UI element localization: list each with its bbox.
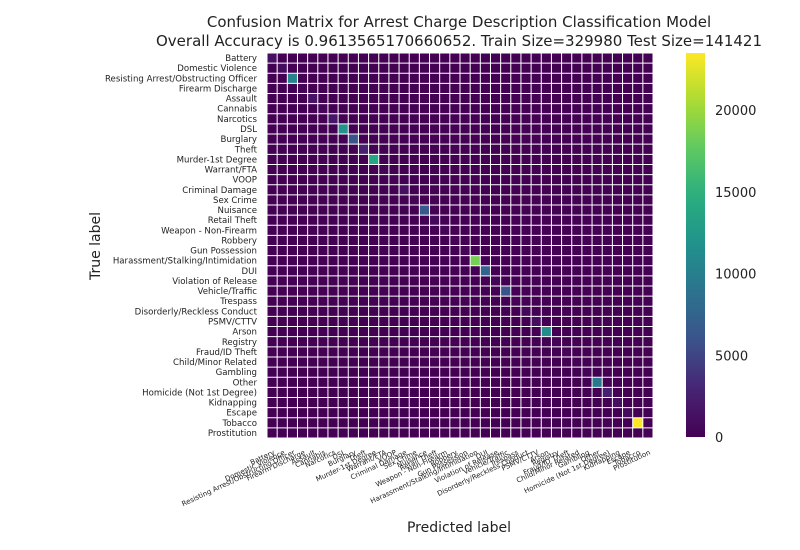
heatmap-cell <box>632 417 643 428</box>
y-tick-label: Firearm Discharge <box>179 84 257 94</box>
heatmap-cell <box>561 346 572 357</box>
y-tick-label: Trespass <box>219 297 257 307</box>
y-tick-label: Battery <box>225 54 257 64</box>
x-axis-label: Predicted label <box>407 520 511 536</box>
colorbar-tick-label: 15000 <box>715 186 756 201</box>
heatmap-cell <box>419 204 430 216</box>
heatmap-cell <box>510 296 521 307</box>
y-tick-label: Narcotics <box>217 115 258 125</box>
y-tick-label: PSMV/CTTV <box>208 317 257 327</box>
heatmap-cell <box>317 103 328 114</box>
heatmap-cell <box>338 123 349 135</box>
y-tick-label: Other <box>233 378 258 388</box>
heatmap-cell <box>592 377 603 388</box>
y-tick-label: Gun Possession <box>190 247 257 257</box>
y-tick-label: Theft <box>234 145 258 155</box>
y-tick-label: Homicide (Not 1st Degree) <box>142 388 257 398</box>
chart-subtitle: Overall Accuracy is 0.9613565170660652. … <box>156 32 762 50</box>
heatmap-cell <box>541 326 552 337</box>
y-tick-label: DUI <box>242 267 257 277</box>
heatmap-cell <box>277 63 288 74</box>
y-tick-label: Burglary <box>221 135 257 145</box>
heatmap-cell <box>307 93 318 104</box>
y-tick-label: Prostitution <box>208 429 257 439</box>
y-tick-label: Resisting Arrest/Obstructing Officer <box>105 74 257 84</box>
heatmap-cell <box>480 265 491 276</box>
heatmap-cell <box>551 336 562 347</box>
colorbar <box>686 53 705 437</box>
heatmap-cell <box>267 53 278 64</box>
colorbar-tick-label: 10000 <box>715 268 756 283</box>
heatmap-cell <box>449 235 460 246</box>
y-tick-label: Murder-1st Degree <box>177 155 257 165</box>
y-tick-label: Disorderly/Reckless Conduct <box>135 307 258 317</box>
heatmap-grid <box>266 52 654 439</box>
y-tick-label: Fraud/ID Theft <box>196 348 258 358</box>
y-tick-label: Retail Theft <box>208 216 258 226</box>
heatmap-cell <box>642 427 653 438</box>
heatmap-cell <box>378 164 389 175</box>
colorbar-tick-label: 0 <box>715 431 723 446</box>
heatmap-cell <box>368 154 379 165</box>
y-tick-label: VOOP <box>233 176 257 186</box>
heatmap-cell <box>612 397 623 408</box>
heatmap-cell <box>327 113 339 124</box>
y-tick-label: Gambling <box>216 368 257 378</box>
heatmap-cell <box>602 387 613 398</box>
heatmap-cell <box>490 275 501 287</box>
y-tick-label: Warrant/FTA <box>205 166 257 176</box>
y-tick-label: Violation of Release <box>172 277 257 287</box>
y-tick-label: Tobacco <box>222 419 257 429</box>
y-tick-label: Sex Crime <box>213 196 257 206</box>
heatmap-cell <box>429 215 440 226</box>
heatmap-cell <box>348 134 359 145</box>
chart-title: Confusion Matrix for Arrest Charge Descr… <box>207 13 711 31</box>
colorbar-tick-label: 20000 <box>715 104 756 119</box>
heatmap-cell <box>500 286 511 297</box>
heatmap-cell <box>531 316 542 327</box>
y-tick-label: Child/Minor Related <box>173 358 257 368</box>
heatmap-cell <box>409 194 420 205</box>
y-tick-label: Cannabis <box>217 105 257 115</box>
heatmap-cell <box>287 73 298 84</box>
heatmap-cell <box>520 306 532 317</box>
y-tick-label: Escape <box>226 409 257 419</box>
y-tick-label: Criminal Damage <box>182 186 257 196</box>
y-tick-label: Registry <box>222 338 257 348</box>
heatmap-cell <box>439 225 450 236</box>
y-tick-label: Robbery <box>221 236 257 246</box>
y-tick-label: DSL <box>240 125 257 135</box>
colorbar-ticks: 0 5000 10000 15000 20000 <box>715 104 756 446</box>
y-tick-label: Vehicle/Traffic <box>198 287 258 297</box>
y-tick-label: Assault <box>226 95 258 105</box>
y-tick-label: Kidnapping <box>209 399 257 409</box>
colorbar-tick-label: 5000 <box>715 349 748 364</box>
y-tick-label: Nuisance <box>218 206 257 216</box>
y-axis-label: True label <box>88 212 104 281</box>
y-tick-label: Weapon - Non-Firearm <box>161 226 257 236</box>
x-tick-label: Resisting Arrest/Obstructing Officer <box>181 449 297 509</box>
heatmap-cell <box>399 184 410 195</box>
heatmap-cell <box>622 407 633 418</box>
heatmap-cell <box>388 174 400 185</box>
heatmap-cell <box>297 83 308 94</box>
y-tick-label: Arson <box>232 328 257 338</box>
y-tick-label: Domestic Violence <box>177 64 257 74</box>
heatmap-cell <box>470 255 481 266</box>
y-tick-label: Harassment/Stalking/Intimidation <box>113 257 257 267</box>
heatmap-cell <box>358 144 369 155</box>
heatmap-cell <box>460 245 471 256</box>
heatmap-cell <box>571 356 582 368</box>
heatmap-cell <box>581 367 593 378</box>
